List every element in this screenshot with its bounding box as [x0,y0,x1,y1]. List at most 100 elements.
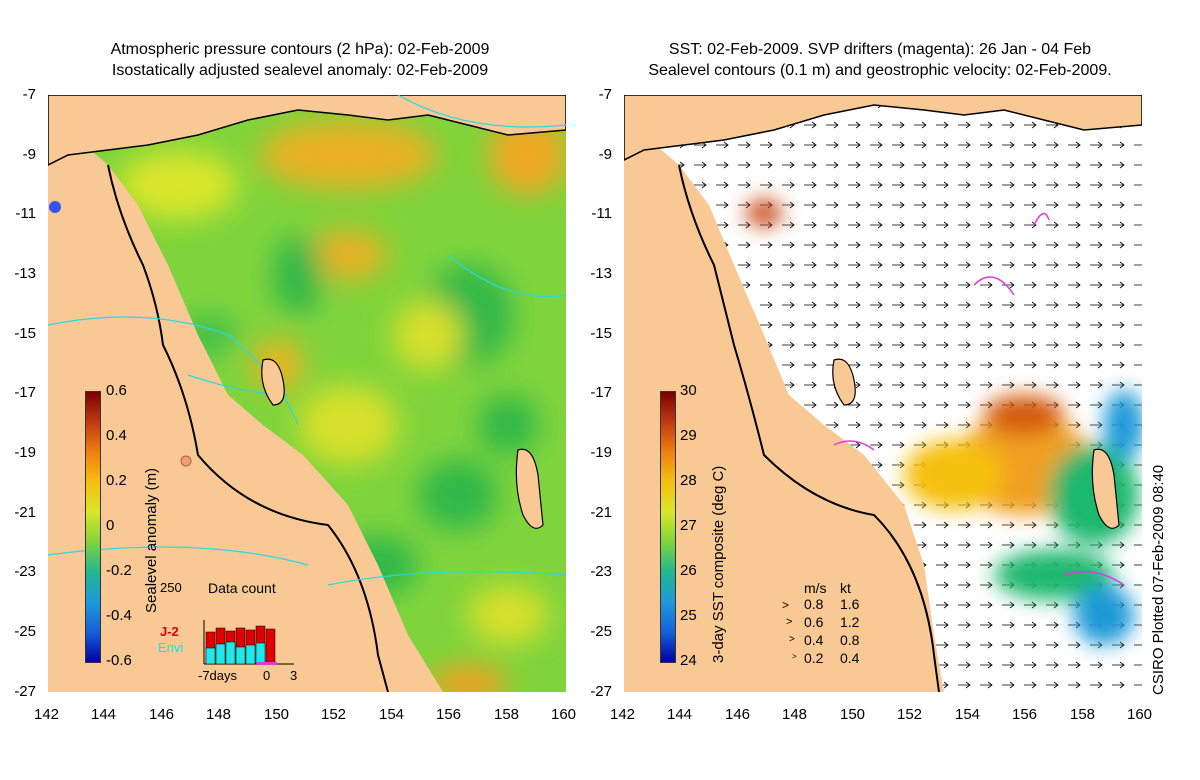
lon-tick: 142 [610,706,636,723]
colorbar-tick: 27 [680,517,697,534]
lon-tick: 152 [321,706,347,723]
colorbar-tick: 30 [680,382,697,399]
arrow-icon: > [789,634,795,645]
colorbar-tick: 25 [680,607,697,624]
lat-tick: -15 [14,325,36,342]
lat-tick: -27 [14,683,36,700]
lon-tick: 158 [494,706,520,723]
sealevel-map-graphic [48,95,566,692]
sealevel-anomaly-map [48,95,566,692]
plot-footer: CSIRO Plotted 07-Feb-2009 08:40 [1150,464,1167,695]
png-land [624,95,1142,161]
inset-sat-j2: J-2 [160,624,179,639]
velocity-ms: 0.8 [804,596,824,612]
lat-tick: -9 [598,146,612,163]
velocity-key-unit-ms: m/s [804,580,827,596]
arrow-icon: > [786,616,793,628]
lon-tick: 148 [782,706,808,723]
lon-tick: 144 [667,706,693,723]
lat-tick: -21 [590,504,612,521]
velocity-kt: 1.2 [840,614,860,630]
lon-tick: 148 [206,706,232,723]
lat-tick: -23 [14,563,36,580]
velocity-ms: 0.4 [804,632,824,648]
velocity-ms: 0.6 [804,614,824,630]
inset-sat-envi: Envi [158,640,184,655]
velocity-key-unit-kt: kt [840,580,851,596]
right-title-line2: Sealevel contours (0.1 m) and geostrophi… [648,62,1112,79]
ocean-area [68,95,566,692]
lon-tick: 156 [1012,706,1038,723]
island [515,448,544,529]
inset-xlabel: 0 [263,668,271,683]
lon-tick: 160 [1127,706,1153,723]
lat-tick: -27 [590,683,612,700]
island [261,358,285,406]
inset-xlabel: 3 [290,668,298,683]
lon-tick: 144 [91,706,117,723]
colorbar-tick: 24 [680,652,697,669]
colorbar-tick: 0.4 [106,427,127,444]
lon-tick: 150 [840,706,866,723]
colorbar-tick: -0.6 [106,652,132,669]
lon-tick: 142 [34,706,60,723]
reef-line [107,164,389,692]
colorbar-tick: 28 [680,472,697,489]
lat-tick: -17 [14,384,36,401]
arrow-icon: > [792,652,797,661]
colorbar-tick: 0.6 [106,382,127,399]
lat-tick: -21 [14,504,36,521]
lat-tick: -15 [590,325,612,342]
lat-tick: -19 [590,444,612,461]
colorbar-tick: -0.2 [106,562,132,579]
colorbar-tick: 26 [680,562,697,579]
lon-tick: 152 [897,706,923,723]
sst-map [624,95,1142,692]
inset-xlabel: -7days [198,668,238,683]
colorbar-tick: 0 [106,517,115,534]
velocity-kt: 0.4 [840,650,860,666]
island [1091,448,1120,529]
sealevel-colorbar [85,391,101,663]
velocity-ms: 0.2 [804,650,824,666]
lat-tick: -7 [22,86,36,103]
lat-tick: -11 [591,205,612,222]
lon-tick: 150 [264,706,290,723]
arrow-icon: > [782,598,790,612]
velocity-kt: 1.6 [840,596,860,612]
lon-tick: 154 [955,706,981,723]
lat-tick: -25 [590,623,612,640]
sealevel-colorbar-label: Sealevel anomaly (m) [143,467,160,613]
left-title-line1: Atmospheric pressure contours (2 hPa): 0… [110,41,490,58]
tide-gauge-marker [180,455,192,467]
colorbar-tick: 0.2 [106,472,127,489]
lat-tick: -11 [15,205,36,222]
lon-tick: 156 [436,706,462,723]
lon-tick: 146 [149,706,175,723]
sst-patches [746,199,1142,645]
lon-tick: 160 [551,706,577,723]
data-count-bars [203,620,294,665]
lat-tick: -25 [14,623,36,640]
velocity-kt: 0.8 [840,632,860,648]
lat-tick: -23 [590,563,612,580]
inset-title: Data count [208,580,276,596]
lat-tick: -13 [14,265,36,282]
left-title-line2: Isostatically adjusted sealevel anomaly:… [111,62,489,79]
lon-tick: 154 [379,706,405,723]
sst-colorbar-label: 3-day SST composite (deg C) [710,465,727,663]
data-count-inset: 250 Data count J-2 Envi -7days 0 3 [158,580,300,685]
colorbar-tick: 29 [680,427,697,444]
lat-tick: -13 [590,265,612,282]
velocity-key: m/s kt > 0.8 1.6 > 0.6 1.2 > 0.4 0.8 > 0… [780,580,900,670]
reef-line [678,164,940,692]
tide-gauge-marker [49,201,61,213]
inset-max-label: 250 [160,580,182,595]
island [832,358,856,406]
lat-tick: -17 [590,384,612,401]
lon-tick: 146 [725,706,751,723]
colorbar-tick: -0.4 [106,607,132,624]
sst-colorbar [660,391,676,663]
sst-map-graphic [624,95,1142,692]
lat-tick: -19 [14,444,36,461]
